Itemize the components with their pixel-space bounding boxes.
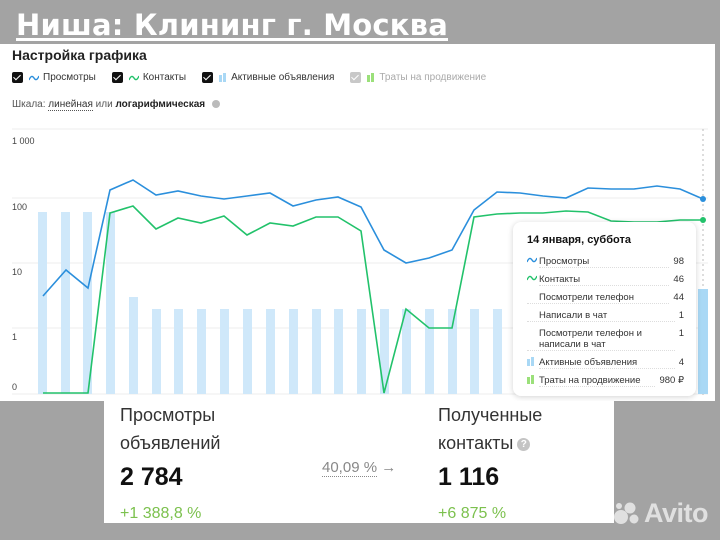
avito-dots-icon: [614, 502, 639, 524]
views-checkbox[interactable]: [12, 72, 23, 83]
chart-legend: Просмотры Контакты Активные объявления Т…: [12, 72, 502, 83]
stats-card: Просмотры объявлений 2 784 +1 388,8 % 40…: [104, 401, 614, 523]
contacts-point: [700, 217, 706, 223]
avito-logo: Avito: [614, 498, 709, 529]
views-point: [700, 196, 706, 202]
contacts-checkbox[interactable]: [111, 72, 123, 83]
scale-linear-link[interactable]: линейная: [48, 99, 93, 111]
tooltip-row-active-ads: Активные объявления 4: [527, 357, 684, 369]
tooltip-date: 14 января, суббота: [527, 234, 631, 246]
y-axis-labels: 1 000 100 10 1 0: [12, 136, 35, 392]
bars-icon: [367, 73, 375, 82]
active-ads-checkbox[interactable]: [202, 72, 214, 83]
active-ads-bars: [38, 212, 708, 394]
chart-tooltip: 14 января, суббота Просмотры 98 Контакты…: [513, 222, 696, 396]
contacts-line: [43, 205, 703, 394]
wave-icon: [527, 256, 539, 264]
views-value: 2 784: [120, 463, 183, 491]
conversion-rate[interactable]: 40,09 % →: [322, 459, 397, 477]
views-change: +1 388,8 %: [120, 505, 202, 522]
svg-text:10: 10: [12, 267, 22, 277]
legend-views[interactable]: Просмотры: [12, 72, 96, 83]
views-line: [42, 179, 704, 297]
svg-text:1: 1: [12, 332, 17, 342]
line-chart[interactable]: 1 000 100 10 1 0: [0, 0, 720, 402]
svg-text:100: 100: [12, 202, 27, 212]
help-icon[interactable]: [211, 100, 220, 109]
legend-promo-spend[interactable]: Траты на продвижение: [350, 72, 486, 83]
promo-spend-checkbox[interactable]: [350, 72, 362, 83]
views-label-1: Просмотры: [120, 405, 216, 425]
scale-log-option[interactable]: логарифмическая: [115, 99, 206, 110]
help-icon[interactable]: ?: [517, 437, 531, 451]
wave-icon: [527, 274, 539, 282]
legend-contacts[interactable]: Контакты: [111, 72, 186, 83]
contacts-label-1: Полученные: [438, 405, 543, 425]
tooltip-row-contacts: Контакты 46: [527, 274, 684, 286]
bars-icon: [527, 357, 539, 366]
wave-icon: [29, 74, 39, 82]
bars-icon: [527, 375, 539, 384]
contacts-label-2: контакты?: [438, 429, 531, 458]
views-label-2: объявлений: [120, 433, 221, 453]
legend-active-ads[interactable]: Активные объявления: [202, 72, 334, 83]
tooltip-row-chat: Написали в чат 1: [527, 310, 684, 322]
contacts-value: 1 116: [438, 463, 500, 491]
tooltip-row-promo: Траты на продвижение 980 ₽: [527, 375, 684, 387]
tooltip-row-views: Просмотры 98: [527, 256, 684, 268]
wave-icon: [128, 74, 139, 82]
scale-selector: Шкала: линейная или логарифмическая: [12, 99, 220, 111]
svg-text:0: 0: [12, 382, 17, 392]
chart-settings-title: Настройка графика: [12, 47, 147, 63]
tooltip-row-phone: Посмотрели телефон 44: [527, 292, 684, 304]
arrow-right-icon: →: [381, 459, 397, 476]
bars-icon: [219, 73, 227, 82]
page-title: Ниша: Клининг г. Москва: [16, 8, 448, 42]
svg-text:1 000: 1 000: [12, 136, 35, 146]
contacts-change: +6 875 %: [438, 505, 507, 522]
tooltip-row-phone-and-chat: Посмотрели телефон и написали в чат 1: [527, 328, 684, 351]
